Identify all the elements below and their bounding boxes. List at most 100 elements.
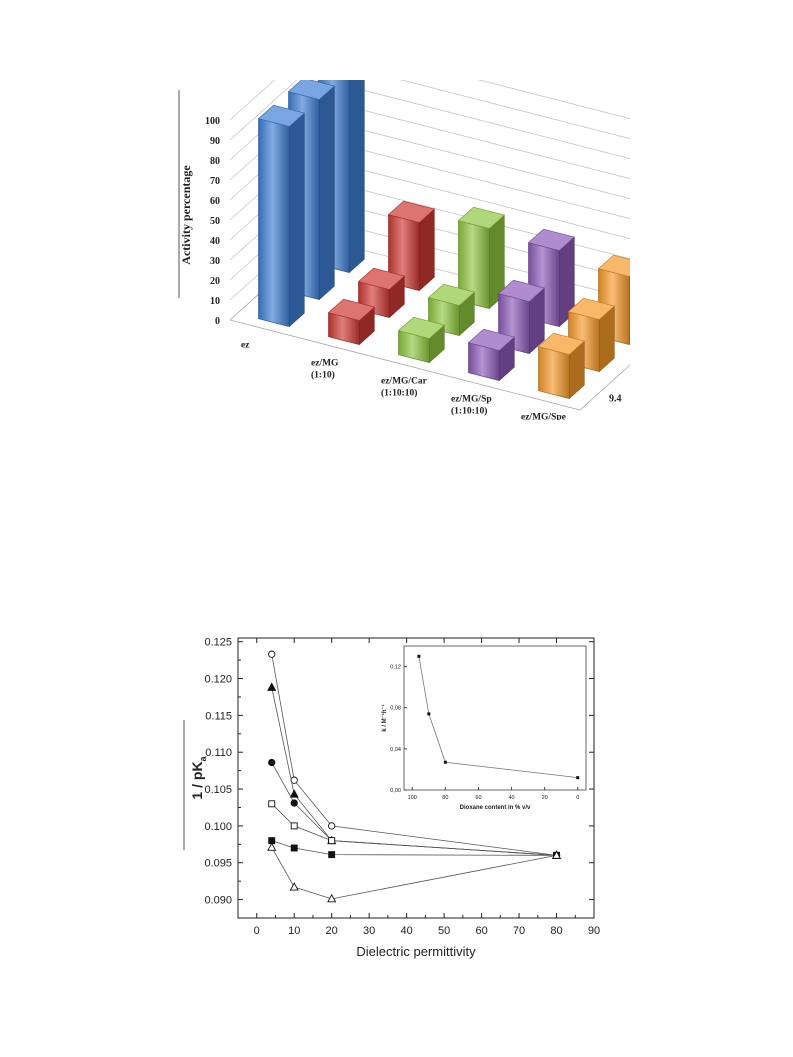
y-tick-label: 0.090	[204, 895, 232, 907]
inset-x-tick-label: 60	[475, 795, 481, 801]
series-line	[271, 803, 557, 856]
x-tick-label: 30	[363, 925, 375, 937]
category-label-line: ez	[241, 340, 250, 350]
data-point	[290, 799, 298, 807]
data-point	[267, 842, 277, 851]
bar-side	[319, 85, 335, 301]
y-axis-label: Activity percentage	[179, 165, 193, 265]
data-point	[328, 837, 336, 845]
inset-data-point	[576, 776, 580, 780]
bar-top	[357, 267, 405, 290]
data-point	[290, 822, 298, 830]
inset-y-tick-label: 0,04	[390, 747, 401, 753]
y-tick-label: 50	[210, 216, 220, 227]
category-label: ez/MG/Car (1:10:10)	[381, 376, 428, 398]
bar-side	[418, 208, 435, 292]
data-point	[327, 893, 337, 903]
bar-top	[327, 298, 375, 321]
category-label: ez/MG/Sp (1:10:10)	[451, 394, 492, 416]
category-label-line: ez/MG/Car	[381, 376, 428, 386]
side-gridline	[229, 80, 298, 141]
series-filled-square	[268, 837, 560, 859]
x-tick-label: 20	[326, 925, 338, 937]
y-tick-label: 0	[215, 316, 220, 327]
bar-side	[628, 275, 630, 346]
y-tick-label: 30	[210, 256, 220, 267]
data-point	[289, 789, 299, 798]
y-tick-label: 20	[210, 276, 220, 287]
y-tick-label: 60	[210, 196, 220, 207]
bar-top	[467, 328, 515, 351]
y-axis-label: 1 / pKa	[189, 755, 208, 799]
y-tick-label: 90	[210, 136, 220, 147]
category-label: ez	[241, 340, 250, 350]
bar-front	[538, 346, 570, 399]
series-line	[271, 847, 557, 900]
y-tick-label: 0.120	[204, 674, 232, 686]
back-gridline	[400, 80, 630, 140]
bar-top	[397, 316, 445, 339]
x-tick-label: 0	[254, 925, 260, 937]
back-gridline	[319, 158, 630, 240]
inset-x-tick-label: 100	[408, 795, 417, 801]
bar-side	[349, 80, 365, 274]
inset-data-point	[443, 760, 447, 764]
ph-tick-label: 9.4	[609, 394, 622, 405]
bar-top	[287, 80, 335, 100]
data-point	[268, 650, 276, 658]
y-tick-label: 0.095	[204, 858, 232, 870]
category-label-line: (1:10:10)	[381, 387, 417, 398]
series-line	[271, 654, 557, 856]
category-label-line: (1:10)	[311, 369, 335, 380]
x-tick-label: 50	[438, 925, 450, 937]
inset-y-axis-label: k / M⁻¹h⁻¹	[381, 704, 388, 731]
inset-y-tick-label: 0,12	[390, 665, 401, 671]
data-point	[268, 758, 276, 767]
x-tick-label: 10	[288, 925, 300, 937]
inset-x-tick-label: 80	[442, 795, 448, 801]
x-tick-label: 80	[550, 925, 562, 937]
inset-data-point	[427, 712, 431, 716]
data-point	[289, 882, 299, 891]
inset-x-tick-label: 20	[542, 795, 548, 801]
category-label-line: (1:10:10)	[451, 405, 487, 416]
x-tick-label: 40	[401, 925, 413, 937]
inset-data-point	[417, 654, 421, 658]
data-point	[268, 800, 276, 808]
y-tick-label: 100	[205, 116, 220, 127]
bar-side	[289, 112, 305, 328]
inset-y-tick-label: 0,00	[390, 788, 401, 794]
y-tick-label: 0.125	[204, 637, 232, 649]
inset-x-tick-label: 40	[508, 795, 514, 801]
floor-edge	[229, 319, 630, 411]
side-gridline	[229, 80, 276, 121]
category-label: ez/MG/Spe(1:10:10)	[521, 412, 566, 420]
y-axis-label-sub: a	[198, 755, 208, 761]
y-tick-label: 70	[210, 176, 220, 187]
category-label: ez/MG (1:10)	[311, 358, 339, 380]
inset-y-tick-label: 0,08	[390, 706, 401, 712]
bar-top	[257, 104, 305, 127]
back-gridline	[477, 80, 630, 120]
y-tick-label: 0.110	[205, 747, 232, 759]
category-label-line: ez/MG/Sp	[451, 394, 492, 404]
bar-front	[258, 118, 290, 327]
x-tick-label: 70	[513, 925, 525, 937]
bar-top	[597, 254, 630, 277]
data-point	[328, 822, 336, 830]
x-tick-label: 60	[475, 925, 487, 937]
y-axis-label-main: 1 / pK	[189, 761, 205, 799]
back-gridline	[322, 80, 630, 160]
bar-top	[537, 332, 585, 355]
pka-dielectric-line-chart: 0 10 20 30 40 50 60 70 80 90 0.090 0.095 0.100 0.105 0…	[183, 637, 600, 959]
plot-frame	[237, 637, 595, 919]
data-point	[551, 850, 562, 859]
y-tick-label: 10	[210, 296, 220, 307]
back-gridline	[319, 118, 630, 200]
data-point	[267, 682, 277, 691]
y-tick-label: 0.100	[204, 821, 232, 833]
inset-x-tick-label: 0	[576, 795, 579, 801]
bar-top	[387, 200, 435, 223]
inset-x-axis-label: Dioxane content in % v/v	[460, 805, 531, 811]
y-tick-label: 40	[210, 236, 220, 247]
